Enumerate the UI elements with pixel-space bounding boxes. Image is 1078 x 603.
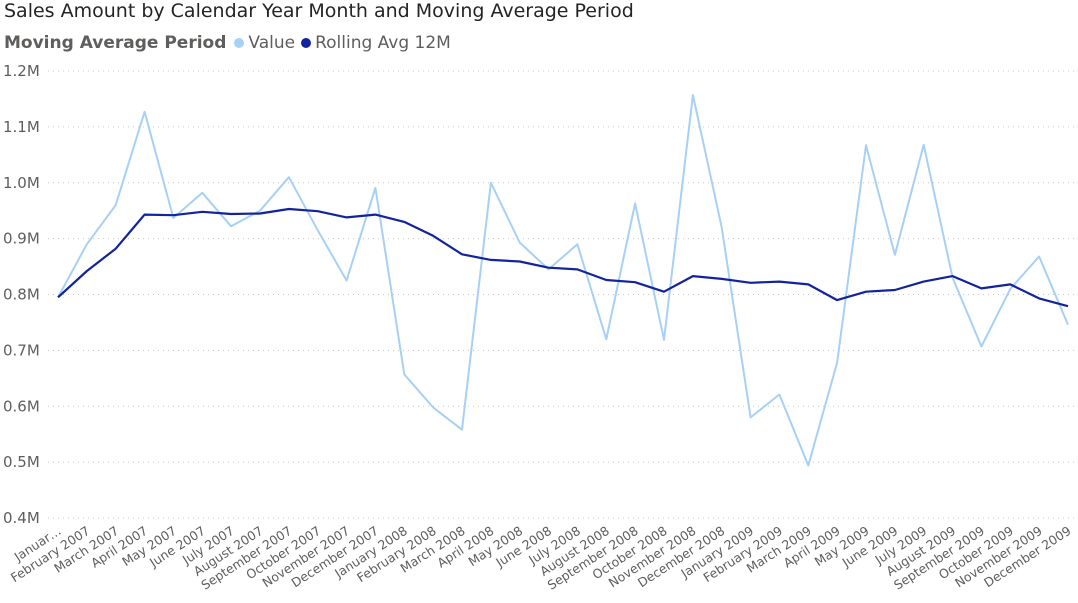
data-point[interactable]: [951, 274, 955, 278]
gridlines: [48, 70, 1074, 519]
data-point[interactable]: [143, 213, 147, 217]
data-point[interactable]: [287, 175, 291, 179]
data-point[interactable]: [460, 428, 464, 432]
data-point[interactable]: [1066, 323, 1070, 327]
data-point[interactable]: [633, 280, 637, 284]
data-point[interactable]: [1008, 287, 1012, 291]
data-point[interactable]: [489, 181, 493, 185]
y-tick-label: 0.7M: [3, 341, 40, 359]
data-point[interactable]: [431, 234, 435, 238]
y-axis: 1.2M 1.1M 1.0M 0.9M 0.8M 0.7M 0.6M 0.5M 0.4M: [3, 62, 40, 527]
y-tick-label: 0.8M: [3, 286, 40, 304]
data-point[interactable]: [316, 228, 320, 232]
data-point[interactable]: [1037, 255, 1041, 259]
data-point[interactable]: [373, 213, 377, 217]
data-point[interactable]: [749, 281, 753, 285]
legend-title: Moving Average Period: [4, 33, 227, 53]
y-tick-label: 0.5M: [3, 453, 40, 471]
legend-item-rolling-avg[interactable]: Rolling Avg 12M: [301, 33, 451, 53]
legend-marker-value: [234, 38, 245, 48]
series-line[interactable]: [57, 94, 1069, 467]
data-point[interactable]: [547, 266, 551, 270]
series-line[interactable]: [57, 207, 1069, 308]
data-point[interactable]: [575, 242, 579, 246]
data-point[interactable]: [373, 186, 377, 190]
data-point[interactable]: [691, 93, 695, 97]
data-point[interactable]: [56, 295, 60, 299]
data-point[interactable]: [835, 361, 839, 365]
y-tick-label: 0.6M: [3, 397, 40, 415]
y-tick-label: 1.0M: [3, 174, 40, 192]
data-point[interactable]: [604, 337, 608, 341]
data-point[interactable]: [460, 252, 464, 256]
data-point[interactable]: [229, 224, 233, 228]
data-point[interactable]: [85, 242, 89, 246]
data-point[interactable]: [806, 282, 810, 286]
data-point[interactable]: [518, 260, 522, 264]
data-point[interactable]: [171, 213, 175, 217]
data-point[interactable]: [316, 209, 320, 213]
data-point[interactable]: [229, 212, 233, 216]
chart-title: Sales Amount by Calendar Year Month and …: [4, 0, 634, 22]
data-point[interactable]: [893, 253, 897, 257]
data-point[interactable]: [893, 288, 897, 292]
data-point[interactable]: [835, 298, 839, 302]
data-point[interactable]: [720, 277, 724, 281]
data-point[interactable]: [749, 415, 753, 419]
data-point[interactable]: [604, 278, 608, 282]
legend-label-rolling-avg: Rolling Avg 12M: [315, 33, 451, 53]
y-tick-label: 0.4M: [3, 509, 40, 527]
data-point[interactable]: [287, 207, 291, 211]
data-point[interactable]: [200, 210, 204, 214]
data-point[interactable]: [402, 372, 406, 376]
data-point[interactable]: [662, 290, 666, 294]
data-point[interactable]: [1037, 296, 1041, 300]
legend-label-value: Value: [248, 33, 296, 53]
data-point[interactable]: [720, 225, 724, 229]
data-point[interactable]: [806, 463, 810, 467]
data-point[interactable]: [143, 110, 147, 114]
data-point[interactable]: [633, 201, 637, 205]
data-point[interactable]: [864, 290, 868, 294]
y-tick-label: 1.1M: [3, 118, 40, 136]
data-point[interactable]: [114, 203, 118, 207]
data-point[interactable]: [777, 280, 781, 284]
data-point[interactable]: [691, 274, 695, 278]
data-point[interactable]: [258, 211, 262, 215]
data-point[interactable]: [979, 286, 983, 290]
data-point[interactable]: [114, 247, 118, 251]
series-value: [57, 93, 1070, 467]
legend-item-value[interactable]: Value: [234, 33, 295, 53]
data-point[interactable]: [1008, 282, 1012, 286]
data-point[interactable]: [200, 191, 204, 195]
data-point[interactable]: [922, 143, 926, 147]
data-point[interactable]: [85, 269, 89, 273]
data-point[interactable]: [431, 405, 435, 409]
data-point[interactable]: [922, 280, 926, 284]
data-point[interactable]: [489, 258, 493, 262]
data-point[interactable]: [402, 220, 406, 224]
data-point[interactable]: [518, 241, 522, 245]
series-rolling-avg: [56, 207, 1070, 308]
y-tick-label: 1.2M: [3, 62, 40, 80]
data-point[interactable]: [662, 338, 666, 342]
data-point[interactable]: [345, 215, 349, 219]
data-point[interactable]: [864, 143, 868, 147]
data-point[interactable]: [1066, 304, 1070, 308]
data-point[interactable]: [345, 279, 349, 283]
y-tick-label: 0.9M: [3, 230, 40, 248]
series-lines: [56, 93, 1070, 467]
data-point[interactable]: [979, 344, 983, 348]
legend-marker-rolling-avg: [301, 38, 312, 48]
data-point[interactable]: [575, 267, 579, 271]
data-point[interactable]: [777, 393, 781, 397]
legend: Moving Average Period Value Rolling Avg …: [4, 33, 457, 53]
